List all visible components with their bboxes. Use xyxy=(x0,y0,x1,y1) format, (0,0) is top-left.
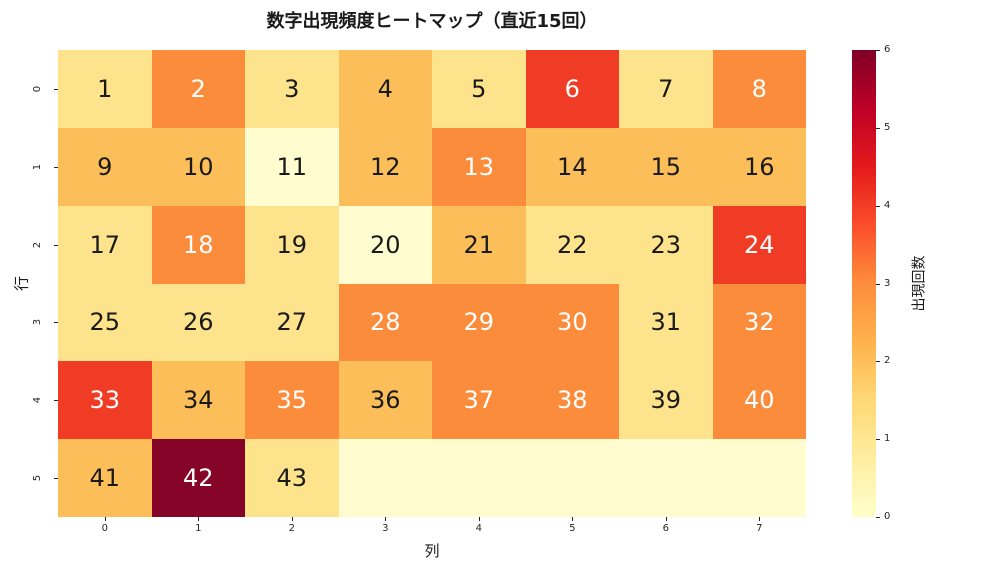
heatmap-cell: 8 xyxy=(712,50,806,128)
y-tick-mark xyxy=(54,322,58,324)
x-tick-mark xyxy=(385,517,387,521)
y-tick-mark xyxy=(54,88,58,90)
heatmap-cell: 31 xyxy=(619,283,713,362)
x-tick-mark xyxy=(198,517,200,521)
x-axis-label: 列 xyxy=(424,542,440,560)
heatmap-cell: 25 xyxy=(58,283,152,362)
heatmap-cell: 33 xyxy=(58,361,152,440)
x-tick-mark xyxy=(572,517,574,521)
colorbar-tick-label: 0 xyxy=(884,511,891,522)
heatmap-cell: 38 xyxy=(525,361,619,440)
colorbar-tick-label: 6 xyxy=(884,44,891,55)
colorbar-label: 出現回数 xyxy=(911,255,928,312)
heatmap-cell: 40 xyxy=(712,361,806,440)
heatmap-cell: 15 xyxy=(619,127,713,206)
heatmap-cell: 41 xyxy=(58,439,152,517)
x-tick-mark xyxy=(478,517,480,521)
heatmap-cell: 43 xyxy=(245,439,339,517)
x-tick-mark xyxy=(665,517,667,521)
y-tick-label: 3 xyxy=(32,319,43,326)
heatmap-cell: 32 xyxy=(712,283,806,362)
heatmap-cell: 39 xyxy=(619,361,713,440)
heatmap-grid: 1 2 3 4 5 6 7 8 9 10 11 12 13 14 15 16 17 18 19 20 21 22 23 24 2… xyxy=(58,50,806,517)
y-axis-label: 行 xyxy=(12,276,31,292)
y-tick-mark xyxy=(54,244,58,246)
heatmap-cell: 20 xyxy=(338,205,432,284)
heatmap-cell: 3 xyxy=(245,50,339,128)
x-tick-label: 3 xyxy=(382,523,389,534)
heatmap-cell: 11 xyxy=(245,127,339,206)
heatmap-cell: 16 xyxy=(712,127,806,206)
colorbar-tick-label: 3 xyxy=(884,277,891,289)
x-tick-mark xyxy=(291,517,293,521)
x-tick-label: 5 xyxy=(569,523,576,534)
colorbar-tick-mark xyxy=(876,127,880,129)
y-tick-label: 0 xyxy=(32,85,43,93)
heatmap-cell: 14 xyxy=(525,127,619,206)
heatmap-cell: 9 xyxy=(58,127,152,206)
colorbar-tick-mark xyxy=(876,205,880,207)
heatmap-cell: 35 xyxy=(245,361,339,440)
heatmap-cell: 6 xyxy=(525,50,619,128)
y-tick-label: 4 xyxy=(32,397,43,404)
heatmap-cell: 36 xyxy=(338,361,432,440)
x-tick-label: 6 xyxy=(662,523,669,534)
heatmap-cell: 10 xyxy=(151,127,245,206)
heatmap-cell: 12 xyxy=(338,127,432,206)
heatmap-cell: 21 xyxy=(432,205,526,284)
heatmap-cell xyxy=(432,439,526,517)
heatmap-cell: 24 xyxy=(712,205,806,284)
heatmap-cell: 37 xyxy=(432,361,526,440)
colorbar-tick-mark xyxy=(876,439,880,441)
heatmap-cell: 17 xyxy=(58,205,152,284)
colorbar-tick-mark xyxy=(876,283,880,285)
x-tick-label: 4 xyxy=(475,523,482,534)
heatmap-cell: 27 xyxy=(245,283,339,362)
heatmap-cell: 30 xyxy=(525,283,619,362)
heatmap-cell: 26 xyxy=(151,283,245,362)
y-tick-mark xyxy=(54,166,58,168)
x-tick-label: 0 xyxy=(101,523,108,534)
x-tick-mark xyxy=(759,517,761,521)
heatmap-cell: 4 xyxy=(338,50,432,128)
x-tick-label: 2 xyxy=(288,523,295,534)
y-tick-label: 2 xyxy=(32,241,43,248)
heatmap-cell: 28 xyxy=(338,283,432,362)
colorbar-tick-mark xyxy=(876,361,880,363)
heatmap-cell: 34 xyxy=(151,361,245,440)
colorbar-tick-label: 5 xyxy=(884,121,891,133)
heatmap-cell: 19 xyxy=(245,205,339,284)
colorbar-tick-label: 1 xyxy=(884,433,891,445)
y-tick-mark xyxy=(54,478,58,480)
heatmap-cell: 1 xyxy=(58,50,152,128)
heatmap-cell xyxy=(338,439,432,517)
y-tick-mark xyxy=(54,400,58,402)
heatmap-cell: 42 xyxy=(151,439,245,517)
colorbar-tick-mark xyxy=(876,517,880,518)
heatmap-cell: 23 xyxy=(619,205,713,284)
colorbar-tick-label: 2 xyxy=(884,355,891,367)
colorbar xyxy=(852,50,876,517)
heatmap-cell: 5 xyxy=(432,50,526,128)
x-tick-mark xyxy=(104,517,106,521)
heatmap-cell xyxy=(525,439,619,517)
x-tick-label: 1 xyxy=(195,523,202,534)
heatmap-cell: 7 xyxy=(619,50,713,128)
heatmap-cell xyxy=(712,439,806,517)
heatmap-cell: 18 xyxy=(151,205,245,284)
heatmap-cell: 13 xyxy=(432,127,526,206)
x-tick-label: 7 xyxy=(756,523,763,534)
heatmap-cell: 29 xyxy=(432,283,526,362)
chart-title: 数字出現頻度ヒートマップ（直近15回） xyxy=(266,11,598,32)
y-tick-label: 5 xyxy=(32,474,43,482)
heatmap-cell: 2 xyxy=(151,50,245,128)
colorbar-tick-label: 4 xyxy=(884,199,891,211)
colorbar-tick-mark xyxy=(876,50,880,51)
y-tick-label: 1 xyxy=(32,163,43,170)
heatmap-cell: 22 xyxy=(525,205,619,284)
heatmap-cell xyxy=(619,439,713,517)
